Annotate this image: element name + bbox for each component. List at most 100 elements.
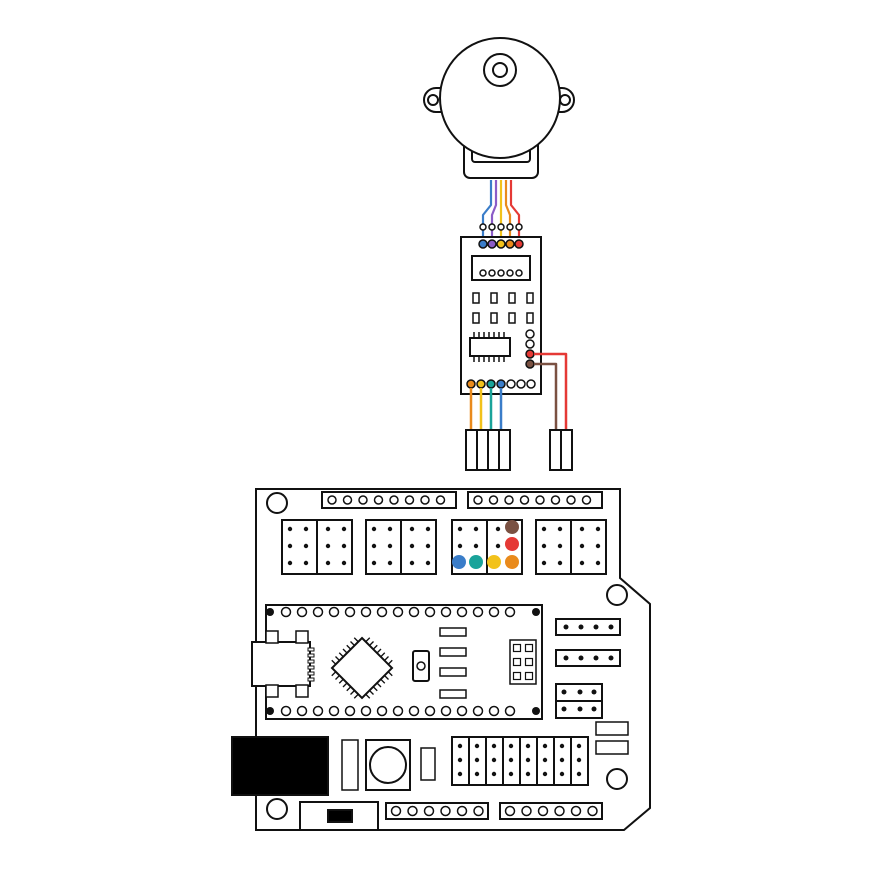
- driver-input-pin: [516, 379, 526, 389]
- driver-led: [508, 292, 516, 304]
- usb-pin: [307, 647, 315, 652]
- pin-dot: [409, 560, 415, 566]
- nano-smd-component: [439, 667, 467, 677]
- shield-dot-teal: [469, 555, 483, 569]
- pin-dot: [595, 560, 601, 566]
- driver-input-pin: [486, 379, 496, 389]
- nano-pin-bottom: [328, 705, 340, 717]
- pin-dot: [387, 526, 393, 532]
- driver-led: [508, 312, 516, 324]
- header-pin: [504, 805, 516, 817]
- pin-dot: [287, 526, 293, 532]
- mount-hole: [606, 584, 628, 606]
- mcu-pin: [338, 652, 344, 658]
- nano-pin-bottom: [360, 705, 372, 717]
- servo-pin: [491, 771, 497, 777]
- pin-dot: [541, 560, 547, 566]
- switch-knob: [327, 809, 353, 823]
- servo-pin: [474, 771, 480, 777]
- servo-pin: [508, 757, 514, 763]
- driver-input-pin: [466, 379, 476, 389]
- pin-dot: [371, 526, 377, 532]
- capacitor-rect: [341, 739, 359, 791]
- pin-dot: [325, 526, 331, 532]
- driver-led: [472, 292, 480, 304]
- nano-pin-bottom: [504, 705, 516, 717]
- driver-led: [490, 312, 498, 324]
- pin-dot: [579, 526, 585, 532]
- nano-pin-top: [456, 606, 468, 618]
- nano-pin-bottom: [408, 705, 420, 717]
- icsp-pin: [524, 643, 534, 653]
- mcu-pin: [331, 659, 337, 665]
- shield-dot-yellow: [487, 555, 501, 569]
- side-header: [555, 649, 621, 667]
- nano-corner-hole: [532, 707, 540, 715]
- stepper-motor: [423, 37, 575, 179]
- mount-hole: [606, 768, 628, 790]
- servo-pin-grid: [451, 736, 589, 786]
- nano-pin-top: [360, 606, 372, 618]
- usb-pin: [307, 665, 315, 670]
- mcu-pin: [353, 693, 359, 699]
- side-smd: [595, 721, 629, 736]
- shield-dot-brown: [505, 520, 519, 534]
- small-component: [420, 747, 436, 781]
- driver-output-wires: [469, 352, 568, 430]
- nano-pin-bottom: [488, 705, 500, 717]
- pin-dot: [371, 543, 377, 549]
- pin-dot: [409, 543, 415, 549]
- nano-pin-top: [504, 606, 516, 618]
- mcu-pin: [331, 671, 337, 677]
- mcu-pin: [365, 637, 371, 643]
- arduino-nano: [251, 604, 543, 720]
- pin-dot: [287, 543, 293, 549]
- pin-dot: [303, 560, 309, 566]
- side-header-pin: [561, 689, 567, 695]
- pin-dot: [425, 543, 431, 549]
- side-header-pin: [591, 689, 597, 695]
- pin-dot: [473, 526, 479, 532]
- nano-pin-top: [472, 606, 484, 618]
- shield-dot-orange: [505, 555, 519, 569]
- pin-dot: [557, 543, 563, 549]
- header-pin: [566, 495, 576, 505]
- side-header-pin: [608, 624, 614, 630]
- side-smd: [595, 740, 629, 755]
- header-pin: [373, 495, 384, 505]
- nano-pin-top: [312, 606, 324, 618]
- pin-dot: [425, 560, 431, 566]
- pin-dot: [341, 560, 347, 566]
- nano-pin-top: [344, 606, 356, 618]
- mcu-pin: [387, 659, 393, 665]
- nano-pin-top: [296, 606, 308, 618]
- icsp-pin: [512, 657, 522, 667]
- driver-header-pin: [488, 223, 496, 231]
- pin-dot: [325, 560, 331, 566]
- header-pin: [423, 805, 435, 817]
- header-pin: [521, 805, 532, 817]
- driver-input-pin: [496, 379, 506, 389]
- side-header-pin: [593, 655, 599, 661]
- servo-pin: [525, 771, 531, 777]
- pin-dot: [457, 526, 463, 532]
- pin-dot: [595, 526, 601, 532]
- power-wire-red: [534, 352, 568, 430]
- pin-block-1: [281, 519, 353, 575]
- mcu-pin: [376, 648, 382, 654]
- motor-mount-hole-left: [427, 94, 439, 106]
- side-header-pin: [578, 624, 584, 630]
- dc-power-jack: [231, 736, 329, 796]
- header-pin: [327, 495, 337, 505]
- mcu-pin: [342, 648, 348, 654]
- nano-smd-component: [439, 627, 467, 637]
- side-header-pin: [563, 655, 569, 661]
- servo-pin: [457, 743, 463, 749]
- driver-power-pin: [525, 329, 535, 339]
- motor-shaft: [492, 62, 508, 78]
- header-pin: [440, 805, 451, 817]
- side-header: [555, 618, 621, 636]
- mcu-pin: [369, 641, 374, 646]
- servo-pin: [576, 771, 582, 777]
- pin-block-2: [365, 519, 437, 575]
